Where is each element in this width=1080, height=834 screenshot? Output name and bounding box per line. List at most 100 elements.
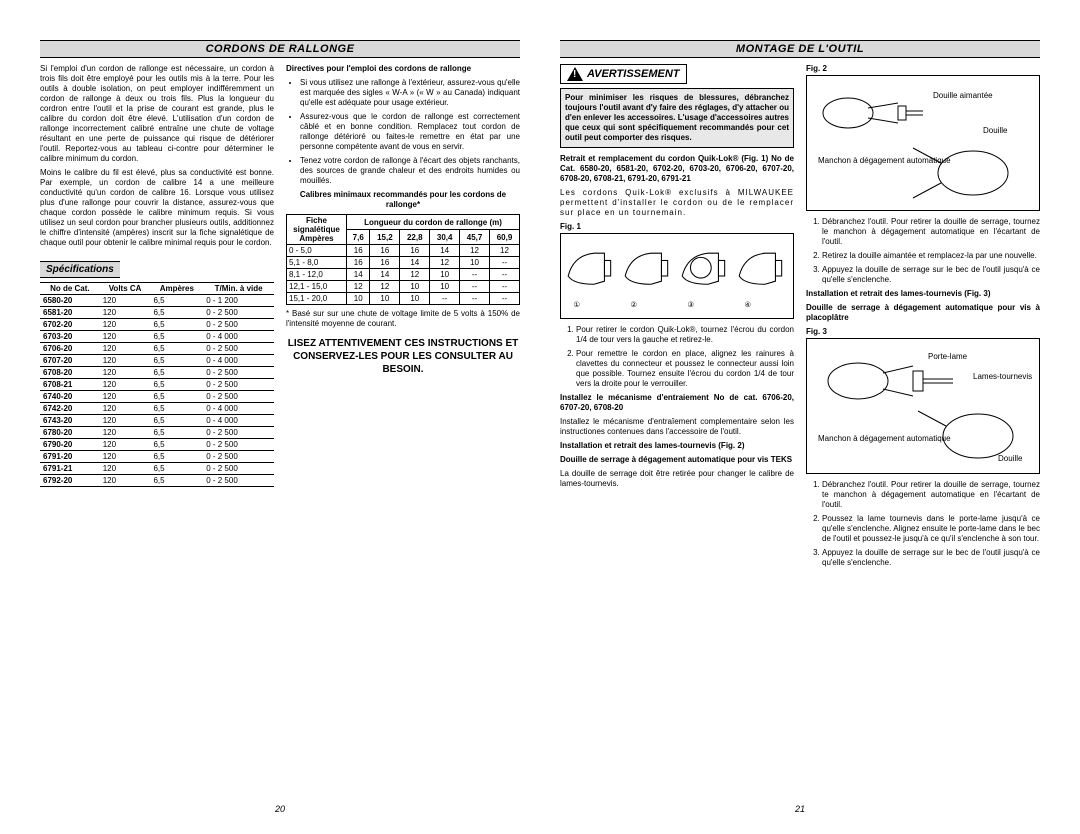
list-item: Tenez votre cordon de rallonge à l'écart…	[300, 156, 520, 186]
retrait-para: Les cordons Quik-Lok® exclusifs à MILWAU…	[560, 188, 794, 218]
svg-text:④: ④	[744, 300, 751, 309]
douille-para: La douille de serrage doit être retirée …	[560, 469, 794, 489]
table-row: 6791-211206,50 - 2 500	[40, 463, 274, 475]
table-row: 6703-201206,50 - 4 000	[40, 331, 274, 343]
list-item: Débranchez l'outil. Pour retirer la doui…	[822, 217, 1040, 247]
para-1: Si l'emploi d'un cordon de rallonge est …	[40, 64, 274, 164]
list-item: Assurez-vous que le cordon de rallonge e…	[300, 112, 520, 152]
svg-text:①: ①	[573, 300, 580, 309]
svg-text:Manchon à dégagement automatiq: Manchon à dégagement automatique	[818, 434, 951, 443]
table-row: 6580-201206,50 - 1 200	[40, 295, 274, 307]
gauge-h2: Longueur du cordon de rallonge (m)	[347, 215, 520, 230]
retrait-steps: Pour retirer le cordon Quik-Lok®, tourne…	[560, 325, 794, 389]
left-title: CORDONS DE RALLONGE	[40, 40, 520, 58]
spec-h-volts: Volts CA	[100, 283, 151, 295]
svg-text:Douille: Douille	[998, 454, 1023, 463]
fig2-label: Fig. 2	[806, 64, 1040, 73]
retrait-title: Retrait et remplacement du cordon Quik-L…	[560, 154, 794, 184]
warning-box: AVERTISSEMENT	[560, 64, 687, 84]
table-row: 6581-201206,50 - 2 500	[40, 307, 274, 319]
svg-text:②: ②	[630, 300, 637, 309]
table-row: 6708-201206,50 - 2 500	[40, 367, 274, 379]
dir-title: Directives pour l'emploi des cordons de …	[286, 64, 520, 74]
table-row: 5,1 - 8,01616141210--	[287, 257, 520, 269]
instret3-title: Installation et retrait des lames-tourne…	[806, 289, 1040, 299]
right-col-a: AVERTISSEMENT Pour minimiser les risques…	[560, 64, 794, 800]
table-row: 6740-201206,50 - 2 500	[40, 391, 274, 403]
svg-text:Douille: Douille	[983, 126, 1008, 135]
spec-h-tmin: T/Min. à vide	[203, 283, 274, 295]
instret-title: Installation et retrait des lames-tourne…	[560, 441, 794, 451]
page-num-right: 21	[560, 804, 1040, 814]
table-row: 12,1 - 15,012121010----	[287, 281, 520, 293]
fig1-box: ① ② ③ ④	[560, 233, 794, 319]
gauge-note: * Basé sur sur une chute de voltage limi…	[286, 309, 520, 329]
table-row: 6706-201206,50 - 2 500	[40, 343, 274, 355]
svg-text:③: ③	[687, 300, 694, 309]
warning-icon	[567, 67, 583, 81]
fig3-label: Fig. 3	[806, 327, 1040, 336]
list-item: Retirez la douille aimantée et remplacez…	[822, 251, 1040, 261]
fig3-steps: Débranchez l'outil. Pour retirer la doui…	[806, 480, 1040, 568]
douille-title: Douille de serrage à dégagement automati…	[560, 455, 794, 465]
table-row: 6780-201206,50 - 2 500	[40, 427, 274, 439]
gauge-col: 45,7	[460, 230, 490, 245]
right-col-b: Fig. 2 Douille aimantée Douille	[806, 64, 1040, 800]
svg-text:Porte-lame: Porte-lame	[928, 352, 968, 361]
list-item: Pour retirer le cordon Quik-Lok®, tourne…	[576, 325, 794, 345]
table-row: 6707-201206,50 - 4 000	[40, 355, 274, 367]
svg-text:Lames-tournevis: Lames-tournevis	[973, 372, 1032, 381]
list-item: Appuyez la douille de serrage sur le bec…	[822, 265, 1040, 285]
table-row: 15,1 - 20,0101010------	[287, 293, 520, 305]
fig2-steps: Débranchez l'outil. Pour retirer la doui…	[806, 217, 1040, 285]
gauge-h1: Fiche signalétique Ampères	[287, 215, 347, 245]
spec-h-cat: No de Cat.	[40, 283, 100, 295]
svg-text:Manchon à dégagement automatiq: Manchon à dégagement automatique	[818, 156, 951, 165]
gauge-col: 7,6	[347, 230, 370, 245]
list-item: Pour remettre le cordon en place, aligne…	[576, 349, 794, 389]
warning-text: Pour minimiser les risques de blessures,…	[560, 88, 794, 148]
left-col-b: Directives pour l'emploi des cordons de …	[286, 64, 520, 800]
fig2-box: Douille aimantée Douille Manchon à dégag…	[806, 75, 1040, 211]
fig3-box: Porte-lame Lames-tournevis Douille Manch…	[806, 338, 1040, 474]
page-20: CORDONS DE RALLONGE Si l'emploi d'un cor…	[40, 40, 540, 814]
gauge-col: 30,4	[430, 230, 460, 245]
list-item: Si vous utilisez une rallonge à l'extéri…	[300, 78, 520, 108]
fig1-svg: ① ② ③ ④	[563, 236, 791, 316]
list-item: Débranchez l'outil. Pour retirer la doui…	[822, 480, 1040, 510]
gauge-col: 60,9	[490, 230, 520, 245]
spec-title: Spécifications	[40, 261, 120, 278]
list-item: Appuyez la douille de serrage sur le bec…	[822, 548, 1040, 568]
table-row: 6792-201206,50 - 2 500	[40, 475, 274, 487]
table-row: 8,1 - 12,014141210----	[287, 269, 520, 281]
table-row: 6742-201206,50 - 4 000	[40, 403, 274, 415]
spec-table: No de Cat. Volts CA Ampères T/Min. à vid…	[40, 282, 274, 487]
table-row: 6702-201206,50 - 2 500	[40, 319, 274, 331]
list-item: Poussez la lame tournevis dans le porte-…	[822, 514, 1040, 544]
gauge-col: 22,8	[400, 230, 430, 245]
page-21: MONTAGE DE L'OUTIL AVERTISSEMENT Pour mi…	[540, 40, 1040, 814]
warning-label: AVERTISSEMENT	[587, 68, 680, 80]
table-row: 6790-201206,50 - 2 500	[40, 439, 274, 451]
install-title: Installez le mécanisme d'entraiement No …	[560, 393, 794, 413]
install-para: Installez le mécanisme d'entraîement com…	[560, 417, 794, 437]
gauge-col: 15,2	[370, 230, 400, 245]
svg-text:Douille aimantée: Douille aimantée	[933, 91, 993, 100]
left-col-a: Si l'emploi d'un cordon de rallonge est …	[40, 64, 274, 800]
table-row: 6791-201206,50 - 2 500	[40, 451, 274, 463]
dir-list: Si vous utilisez une rallonge à l'extéri…	[286, 78, 520, 186]
gauge-table: Fiche signalétique Ampères Longueur du c…	[286, 214, 520, 305]
read-notice: LISEZ ATTENTIVEMENT CES INSTRUCTIONS ET …	[286, 337, 520, 376]
spread: CORDONS DE RALLONGE Si l'emploi d'un cor…	[0, 0, 1080, 834]
table-row: 6708-211206,50 - 2 500	[40, 379, 274, 391]
fig2-svg: Douille aimantée Douille Manchon à dégag…	[809, 78, 1037, 208]
page-num-left: 20	[40, 804, 520, 814]
para-2: Moins le calibre du fil est élevé, plus …	[40, 168, 274, 248]
table-row: 0 - 5,0161616141212	[287, 245, 520, 257]
gauge-title: Calibres minimaux recommandés pour les c…	[286, 190, 520, 210]
spec-h-amps: Ampères	[150, 283, 203, 295]
fig3-svg: Porte-lame Lames-tournevis Douille Manch…	[809, 341, 1037, 471]
right-title: MONTAGE DE L'OUTIL	[560, 40, 1040, 58]
douille3-title: Douille de serrage à dégagement automati…	[806, 303, 1040, 323]
fig1-label: Fig. 1	[560, 222, 794, 231]
